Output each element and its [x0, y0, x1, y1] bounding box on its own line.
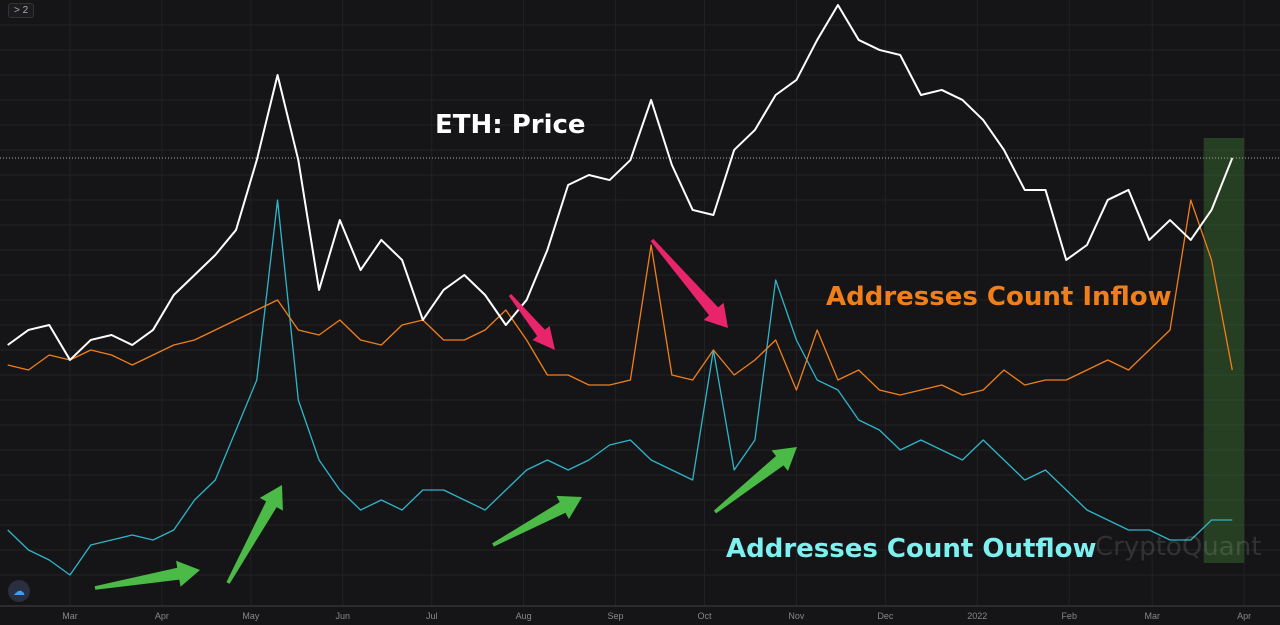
x-tick-label: Oct: [698, 611, 713, 621]
x-tick-label: Sep: [608, 611, 624, 621]
x-tick-label: Apr: [155, 611, 169, 621]
inflow-line: [7, 199, 1233, 396]
x-tick-label: Dec: [877, 611, 894, 621]
x-tick-label: Aug: [516, 611, 532, 621]
x-tick-label: Nov: [788, 611, 805, 621]
price-series-label: ETH: Price: [435, 110, 586, 140]
x-tick-label: May: [242, 611, 260, 621]
x-tick-label: Feb: [1061, 611, 1077, 621]
x-tick-label: Apr: [1237, 611, 1251, 621]
watermark: CryptoQuant: [1095, 532, 1262, 562]
x-tick-label: Jul: [426, 611, 438, 621]
green-arrow-icon: [713, 447, 797, 514]
red-arrow-icon: [650, 238, 728, 328]
highlight-region: [1203, 138, 1245, 563]
green-arrow-icon: [226, 485, 283, 584]
inflow-series-label: Addresses Count Inflow: [826, 282, 1172, 312]
green-arrow-icon: [94, 560, 200, 590]
x-tick-label: 2022: [967, 611, 987, 621]
green-arrow-icon: [492, 495, 582, 547]
outflow-line: [7, 199, 1233, 576]
x-tick-label: Mar: [62, 611, 78, 621]
price-line: [7, 4, 1234, 361]
x-tick-label: Jun: [336, 611, 351, 621]
cryptoquant-logo-icon: ☁: [8, 580, 30, 602]
collapse-panes-button[interactable]: > 2: [8, 3, 35, 18]
red-arrow-icon: [508, 294, 555, 350]
x-tick-label: Mar: [1144, 611, 1160, 621]
outflow-series-label: Addresses Count Outflow: [726, 534, 1097, 564]
